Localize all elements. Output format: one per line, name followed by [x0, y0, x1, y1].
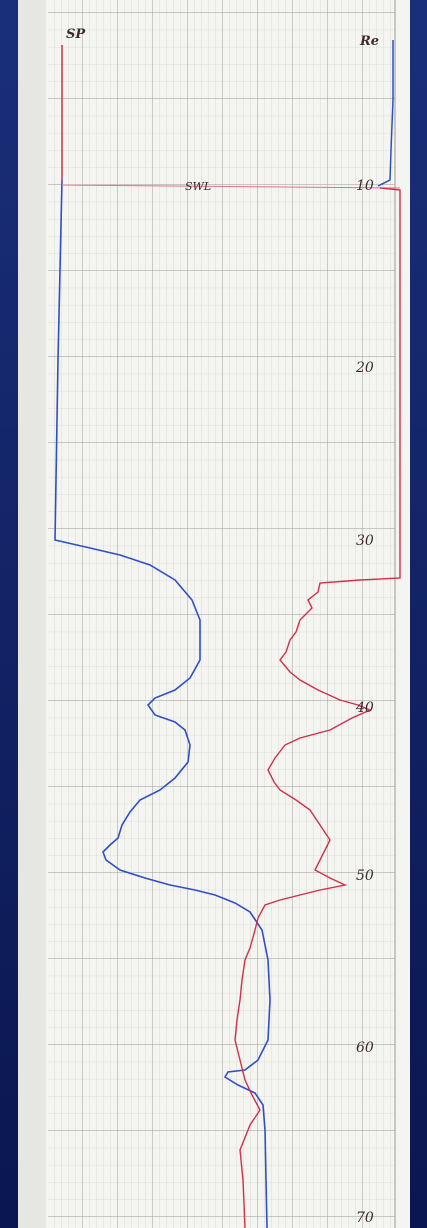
depth-labels: 10 20 30 40 50 60 70: [355, 178, 374, 1226]
depth-label: 70: [356, 1210, 374, 1226]
depth-label: 10: [356, 178, 374, 194]
depth-label: 60: [356, 1040, 374, 1056]
paper-margin: [18, 0, 46, 1228]
swl-annotation: SWL: [185, 180, 211, 193]
re-label: Re: [359, 34, 379, 49]
swl-line: [61, 184, 401, 189]
depth-label: 30: [356, 533, 374, 549]
re-curve-upper: [377, 40, 394, 187]
sp-curve: [54, 179, 271, 1228]
depth-label: 40: [355, 700, 374, 716]
sp-label: SP: [66, 27, 86, 42]
depth-label: 50: [356, 868, 374, 884]
depth-label: 20: [355, 360, 374, 376]
major-grid: [48, 0, 395, 1228]
re-curve: [234, 187, 401, 1228]
